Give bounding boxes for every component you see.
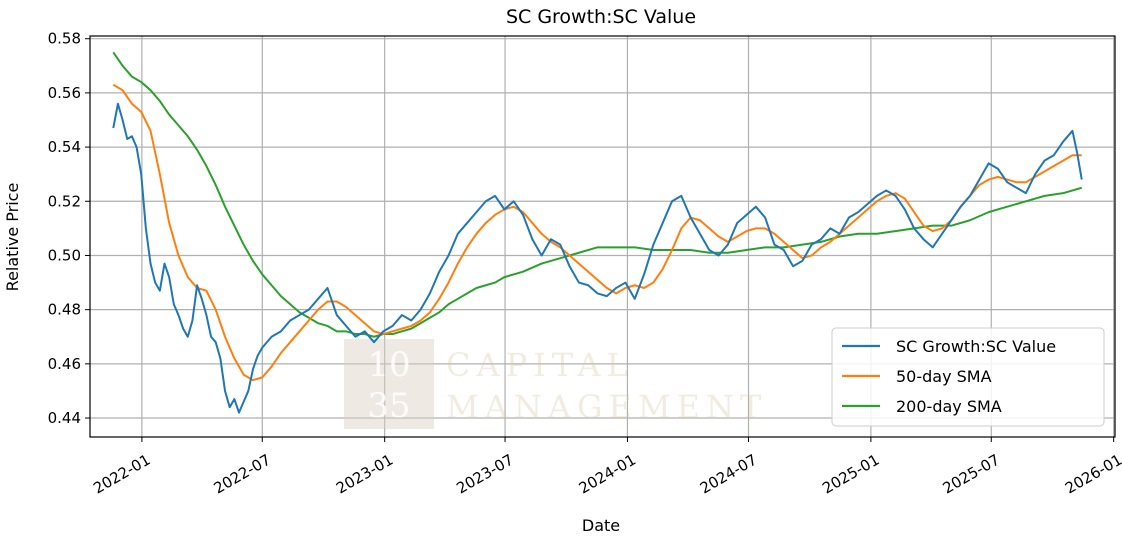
watermark-company-line1: CAPITAL — [446, 346, 634, 384]
y-tick-label: 0.50 — [48, 246, 81, 264]
y-tick-label: 0.46 — [48, 355, 81, 373]
watermark-logo-line1: 10 — [367, 345, 410, 385]
legend-label-series-2: 200-day SMA — [896, 397, 1002, 416]
series-line-1 — [112, 83, 1082, 382]
legend: SC Growth:SC Value 50-day SMA 200-day SM… — [831, 327, 1105, 427]
legend-label-series-1: 50-day SMA — [896, 367, 992, 386]
y-tick-label: 0.44 — [48, 409, 81, 427]
x-axis-label: Date — [582, 516, 620, 535]
watermark-logo-box — [344, 339, 434, 429]
y-tick-label: 0.58 — [48, 30, 81, 48]
legend-box — [831, 327, 1105, 427]
y-tick-label: 0.56 — [48, 84, 81, 102]
grid — [90, 36, 1115, 437]
series-line-0 — [112, 102, 1083, 414]
plot-frame — [89, 35, 1116, 438]
series-lines — [112, 51, 1083, 414]
watermark-logo-line2: 35 — [367, 386, 410, 426]
legend-label-series-0: SC Growth:SC Value — [896, 337, 1056, 356]
y-tick-label: 0.52 — [48, 192, 81, 210]
y-tick-label: 0.54 — [48, 138, 81, 156]
y-axis-ticks: 0.44 0.46 0.48 0.50 0.52 0.54 0.56 0.58 — [48, 30, 90, 427]
watermark-company-line2: MANAGEMENT — [446, 388, 767, 426]
y-axis-label: Relative Price — [3, 183, 22, 292]
y-tick-label: 0.48 — [48, 301, 81, 319]
series-line-2 — [112, 51, 1083, 338]
watermark: 10 35 CAPITAL MANAGEMENT — [344, 339, 767, 429]
chart-title: SC Growth:SC Value — [506, 6, 696, 28]
